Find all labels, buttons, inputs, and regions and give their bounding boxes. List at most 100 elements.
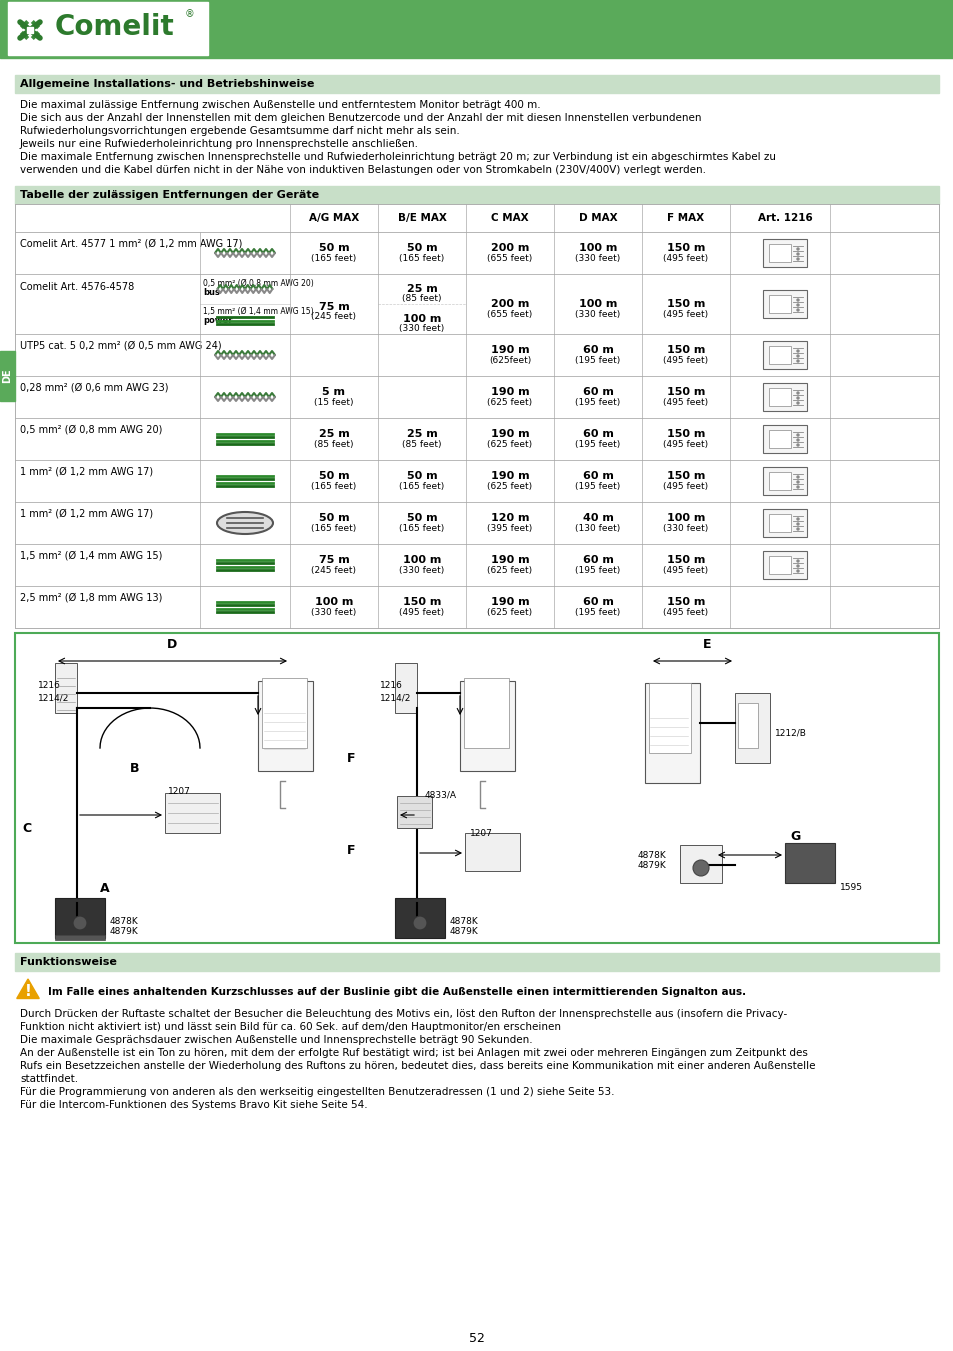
Text: 190 m: 190 m — [490, 555, 529, 565]
Text: Art. 1216: Art. 1216 — [757, 213, 812, 223]
Text: F MAX: F MAX — [667, 213, 704, 223]
Bar — [768, 346, 790, 363]
Text: ®: ® — [185, 9, 194, 19]
Text: (195 feet): (195 feet) — [575, 608, 620, 617]
Text: 1207: 1207 — [168, 786, 191, 796]
Text: 2,5 mm² (Ø 1,8 mm AWG 13): 2,5 mm² (Ø 1,8 mm AWG 13) — [20, 592, 162, 603]
Text: (495 feet): (495 feet) — [662, 399, 708, 408]
Text: 150 m: 150 m — [666, 555, 704, 565]
Text: 100 m: 100 m — [314, 597, 353, 607]
Text: Allgemeine Installations- und Betriebshinweise: Allgemeine Installations- und Betriebshi… — [20, 78, 314, 89]
Text: (625 feet): (625 feet) — [487, 566, 532, 576]
Text: A/G MAX: A/G MAX — [309, 213, 358, 223]
Text: 150 m: 150 m — [666, 299, 704, 309]
Text: 1216: 1216 — [379, 681, 402, 689]
Text: 100 m: 100 m — [578, 243, 617, 253]
Text: !: ! — [25, 985, 31, 1000]
Text: B: B — [131, 762, 139, 774]
Bar — [15, 952, 938, 971]
Text: (165 feet): (165 feet) — [399, 524, 444, 534]
Text: 150 m: 150 m — [666, 597, 704, 607]
Text: Durch Drücken der Ruftaste schaltet der Besucher die Beleuchtung des Motivs ein,: Durch Drücken der Ruftaste schaltet der … — [20, 1009, 786, 1019]
Text: (85 feet): (85 feet) — [402, 293, 441, 303]
Circle shape — [796, 403, 799, 404]
Text: C MAX: C MAX — [491, 213, 528, 223]
Text: A: A — [100, 881, 110, 894]
Text: (625 feet): (625 feet) — [487, 608, 532, 617]
Text: (85 feet): (85 feet) — [402, 440, 441, 450]
Text: (195 feet): (195 feet) — [575, 357, 620, 366]
Bar — [262, 678, 307, 748]
Text: B/E MAX: B/E MAX — [397, 213, 446, 223]
Text: D MAX: D MAX — [578, 213, 617, 223]
Text: Jeweils nur eine Rufwiederholeinrichtung pro Innensprechstelle anschließen.: Jeweils nur eine Rufwiederholeinrichtung… — [20, 139, 418, 149]
Text: DE: DE — [3, 369, 12, 384]
Bar — [15, 417, 938, 459]
Circle shape — [796, 486, 799, 488]
Bar — [738, 703, 758, 748]
Bar — [768, 245, 790, 262]
Circle shape — [796, 253, 799, 255]
Circle shape — [796, 258, 799, 259]
Bar — [648, 684, 690, 753]
Text: UTP5 cat. 5 0,2 mm² (Ø 0,5 mm AWG 24): UTP5 cat. 5 0,2 mm² (Ø 0,5 mm AWG 24) — [20, 340, 221, 350]
Text: bus: bus — [203, 288, 219, 297]
Bar — [15, 544, 938, 586]
Bar — [768, 295, 790, 313]
Text: An der Außenstelle ist ein Ton zu hören, mit dem der erfolgte Ruf bestätigt wird: An der Außenstelle ist ein Ton zu hören,… — [20, 1048, 807, 1058]
Bar — [762, 382, 806, 411]
Text: 1214/2: 1214/2 — [38, 693, 70, 703]
Text: (195 feet): (195 feet) — [575, 482, 620, 492]
Circle shape — [796, 570, 799, 571]
Text: 100 m: 100 m — [666, 513, 704, 523]
Circle shape — [796, 565, 799, 567]
Text: D: D — [167, 638, 177, 651]
Text: (495 feet): (495 feet) — [662, 357, 708, 366]
Text: 1212/B: 1212/B — [774, 728, 806, 738]
Text: 190 m: 190 m — [490, 471, 529, 481]
Text: 100 m: 100 m — [578, 299, 617, 309]
Text: 40 m: 40 m — [582, 513, 613, 523]
Bar — [55, 898, 105, 938]
Text: 100 m: 100 m — [402, 313, 440, 324]
Text: 50 m: 50 m — [406, 471, 436, 481]
Text: F: F — [346, 751, 355, 765]
Text: (495 feet): (495 feet) — [662, 608, 708, 617]
Text: Funktion nicht aktiviert ist) und lässt sein Bild für ca. 60 Sek. auf dem/den Ha: Funktion nicht aktiviert ist) und lässt … — [20, 1021, 560, 1032]
Text: (495 feet): (495 feet) — [662, 309, 708, 319]
Text: (330 feet): (330 feet) — [311, 608, 356, 617]
Text: C: C — [22, 821, 31, 835]
Text: 75 m: 75 m — [318, 555, 349, 565]
Bar — [464, 834, 519, 871]
Text: 190 m: 190 m — [490, 597, 529, 607]
Bar — [8, 1, 208, 55]
Bar — [27, 27, 33, 32]
Bar — [762, 340, 806, 369]
Circle shape — [796, 249, 799, 250]
Text: (495 feet): (495 feet) — [662, 254, 708, 263]
Text: Die maximale Gesprächsdauer zwischen Außenstelle und Innensprechstelle beträgt 9: Die maximale Gesprächsdauer zwischen Auß… — [20, 1035, 532, 1046]
Text: 4878K: 4878K — [450, 916, 478, 925]
Circle shape — [692, 861, 708, 875]
Bar — [768, 513, 790, 532]
Bar — [55, 935, 105, 940]
Bar — [257, 681, 313, 771]
Circle shape — [796, 523, 799, 526]
Circle shape — [796, 528, 799, 530]
Text: (245 feet): (245 feet) — [312, 312, 356, 320]
Text: (165 feet): (165 feet) — [311, 254, 356, 263]
Bar — [396, 796, 432, 828]
Circle shape — [73, 916, 87, 929]
Text: verwenden und die Kabel dürfen nicht in der Nähe von induktiven Belastungen oder: verwenden und die Kabel dürfen nicht in … — [20, 165, 705, 176]
Text: (655 feet): (655 feet) — [487, 254, 532, 263]
Text: Im Falle eines anhaltenden Kurzschlusses auf der Buslinie gibt die Außenstelle e: Im Falle eines anhaltenden Kurzschlusses… — [48, 988, 745, 997]
Text: Funktionsweise: Funktionsweise — [20, 957, 117, 967]
Text: (625feet): (625feet) — [488, 357, 531, 366]
Bar — [15, 76, 938, 93]
Text: 1216: 1216 — [38, 681, 61, 689]
Text: Die sich aus der Anzahl der Innenstellen mit dem gleichen Benutzercode und der A: Die sich aus der Anzahl der Innenstellen… — [20, 113, 700, 123]
Bar — [768, 388, 790, 407]
Bar — [15, 459, 938, 503]
Circle shape — [796, 304, 799, 305]
Bar — [762, 509, 806, 536]
